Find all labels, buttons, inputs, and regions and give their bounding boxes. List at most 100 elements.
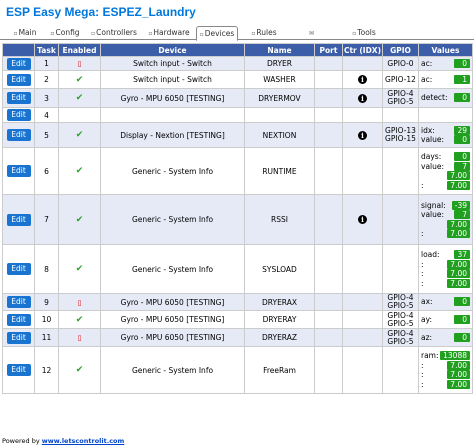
values-cell: load: 37: 7.00: 7.00: 7.00 [418, 244, 473, 294]
footer-link[interactable]: www.letscontrolit.com [41, 437, 125, 445]
table-row: Edit 12 ✔ Generic - System Info FreeRam ram: 1… [2, 346, 473, 394]
ctr-cell: i [342, 122, 383, 148]
edit-button[interactable]: Edit [6, 313, 31, 326]
task-number: 4 [34, 107, 59, 123]
value-name: ac: [421, 74, 433, 84]
port-cell [314, 70, 343, 89]
values-cell: az: 0 [418, 328, 473, 347]
rules-icon: ▫ [251, 30, 256, 37]
value-badge: 7 [454, 161, 470, 171]
port-cell [314, 122, 343, 148]
value-badge: 7.00 [447, 379, 470, 389]
gpio-label: GPIO-5 [387, 318, 414, 328]
gpio-label: GPIO-5 [387, 97, 414, 106]
value-name: : [421, 370, 424, 379]
disabled-icon: ▯ [77, 60, 82, 68]
edit-cell: Edit [2, 122, 35, 148]
value-badge: 0 [454, 297, 470, 307]
column-header [2, 43, 35, 57]
device-cell: Generic - System Info [100, 147, 245, 195]
value-badge: 7.00 [447, 360, 470, 370]
gpio-label: GPIO-4 [387, 89, 414, 98]
name-cell: DRYER [244, 56, 315, 71]
value-name: : [421, 360, 424, 370]
value-name: : [421, 229, 424, 238]
tab-label: Controllers [96, 28, 137, 37]
gpio-cell: GPIO-0 [382, 56, 419, 71]
edit-button[interactable]: Edit [6, 57, 31, 70]
task-number: 1 [34, 56, 59, 71]
config-icon: ▫ [50, 30, 55, 37]
table-row: Edit 3 ✔ Gyro - MPU 6050 [TESTING] DRYERMOV i… [2, 88, 473, 108]
name-cell: DRYERAZ [244, 328, 315, 347]
value-row: idx: 29 [419, 125, 472, 136]
check-icon: ✔ [75, 264, 84, 274]
tab-label: Devices [204, 29, 235, 38]
device-cell: Switch input - Switch [100, 70, 245, 89]
edit-cell: Edit [2, 293, 35, 311]
tab-tools[interactable]: ▫Tools [350, 26, 378, 40]
table-row: Edit 1 ▯ Switch input - Switch DRYER GPIO-0 ac… [2, 56, 473, 71]
tab-notifications[interactable]: ✉Notifications [286, 26, 338, 52]
value-name: : [421, 278, 424, 288]
devices-icon: ▫ [199, 31, 204, 38]
tab-controllers[interactable]: ▫Controllers [90, 26, 138, 40]
value-badge: 0 [454, 332, 470, 342]
value-name: idx: [421, 125, 435, 135]
edit-button[interactable]: Edit [6, 296, 31, 308]
value-row: load: 37 [419, 250, 472, 260]
task-number: 10 [34, 310, 59, 329]
edit-cell: Edit [2, 244, 35, 294]
table-row: Edit 10 ✔ Gyro - MPU 6050 [TESTING] DRYERAY G… [2, 310, 473, 329]
device-cell: Generic - System Info [100, 244, 245, 294]
value-badge: 7.00 [447, 219, 470, 229]
name-cell: DRYERAY [244, 310, 315, 329]
enabled-cell: ▯ [58, 293, 101, 311]
port-cell [314, 88, 343, 108]
value-row: days: 0 [419, 152, 472, 162]
edit-button[interactable]: Edit [6, 129, 31, 141]
tab-hardware[interactable]: ▫Hardware [148, 26, 190, 40]
device-cell [100, 107, 245, 123]
edit-button[interactable]: Edit [6, 109, 31, 121]
name-cell [244, 107, 315, 123]
value-badge: 0 [454, 314, 470, 324]
edit-button[interactable]: Edit [6, 165, 31, 177]
edit-button[interactable]: Edit [6, 73, 31, 86]
gpio-label: GPIO-5 [387, 336, 414, 346]
edit-button[interactable]: Edit [6, 263, 31, 275]
value-row: az: 0 [419, 332, 472, 343]
value-badge: 37 [454, 250, 470, 259]
edit-cell: Edit [2, 107, 35, 123]
disabled-icon: ▯ [77, 334, 82, 342]
gpio-cell: GPIO-12 [382, 70, 419, 89]
value-badge: 29 [454, 125, 470, 135]
gpio-label: GPIO-0 [387, 58, 414, 68]
value-row: value: 0 [419, 135, 472, 145]
tab-label: Tools [357, 28, 376, 37]
value-name: : [421, 259, 424, 269]
value-row: : 7.00 [419, 379, 472, 390]
port-cell [314, 147, 343, 195]
enabled-cell [58, 107, 101, 123]
footer-prefix: Powered by [2, 437, 42, 445]
column-header: GPIO [382, 43, 419, 57]
edit-button[interactable]: Edit [6, 92, 31, 104]
device-cell: Gyro - MPU 6050 [TESTING] [100, 293, 245, 311]
ctr-cell [342, 147, 383, 195]
port-cell [314, 244, 343, 294]
edit-button[interactable]: Edit [6, 364, 31, 376]
controllers-icon: ▫ [91, 30, 96, 37]
column-header: Enabled [58, 43, 101, 57]
tab-rules[interactable]: ▫Rules [248, 26, 280, 40]
tab-main[interactable]: ▫Main [10, 26, 40, 40]
edit-button[interactable]: Edit [6, 331, 31, 344]
gpio-cell: GPIO-4 GPIO-5 [382, 293, 419, 311]
tab-config[interactable]: ▫Config [48, 26, 82, 40]
edit-button[interactable]: Edit [6, 213, 31, 226]
values-cell: ac: 1 [418, 70, 473, 89]
value-badge: -39 [451, 200, 470, 210]
tab-devices[interactable]: ▫Devices [196, 26, 238, 41]
edit-cell: Edit [2, 70, 35, 89]
value-row: : 7.00 [419, 180, 472, 191]
